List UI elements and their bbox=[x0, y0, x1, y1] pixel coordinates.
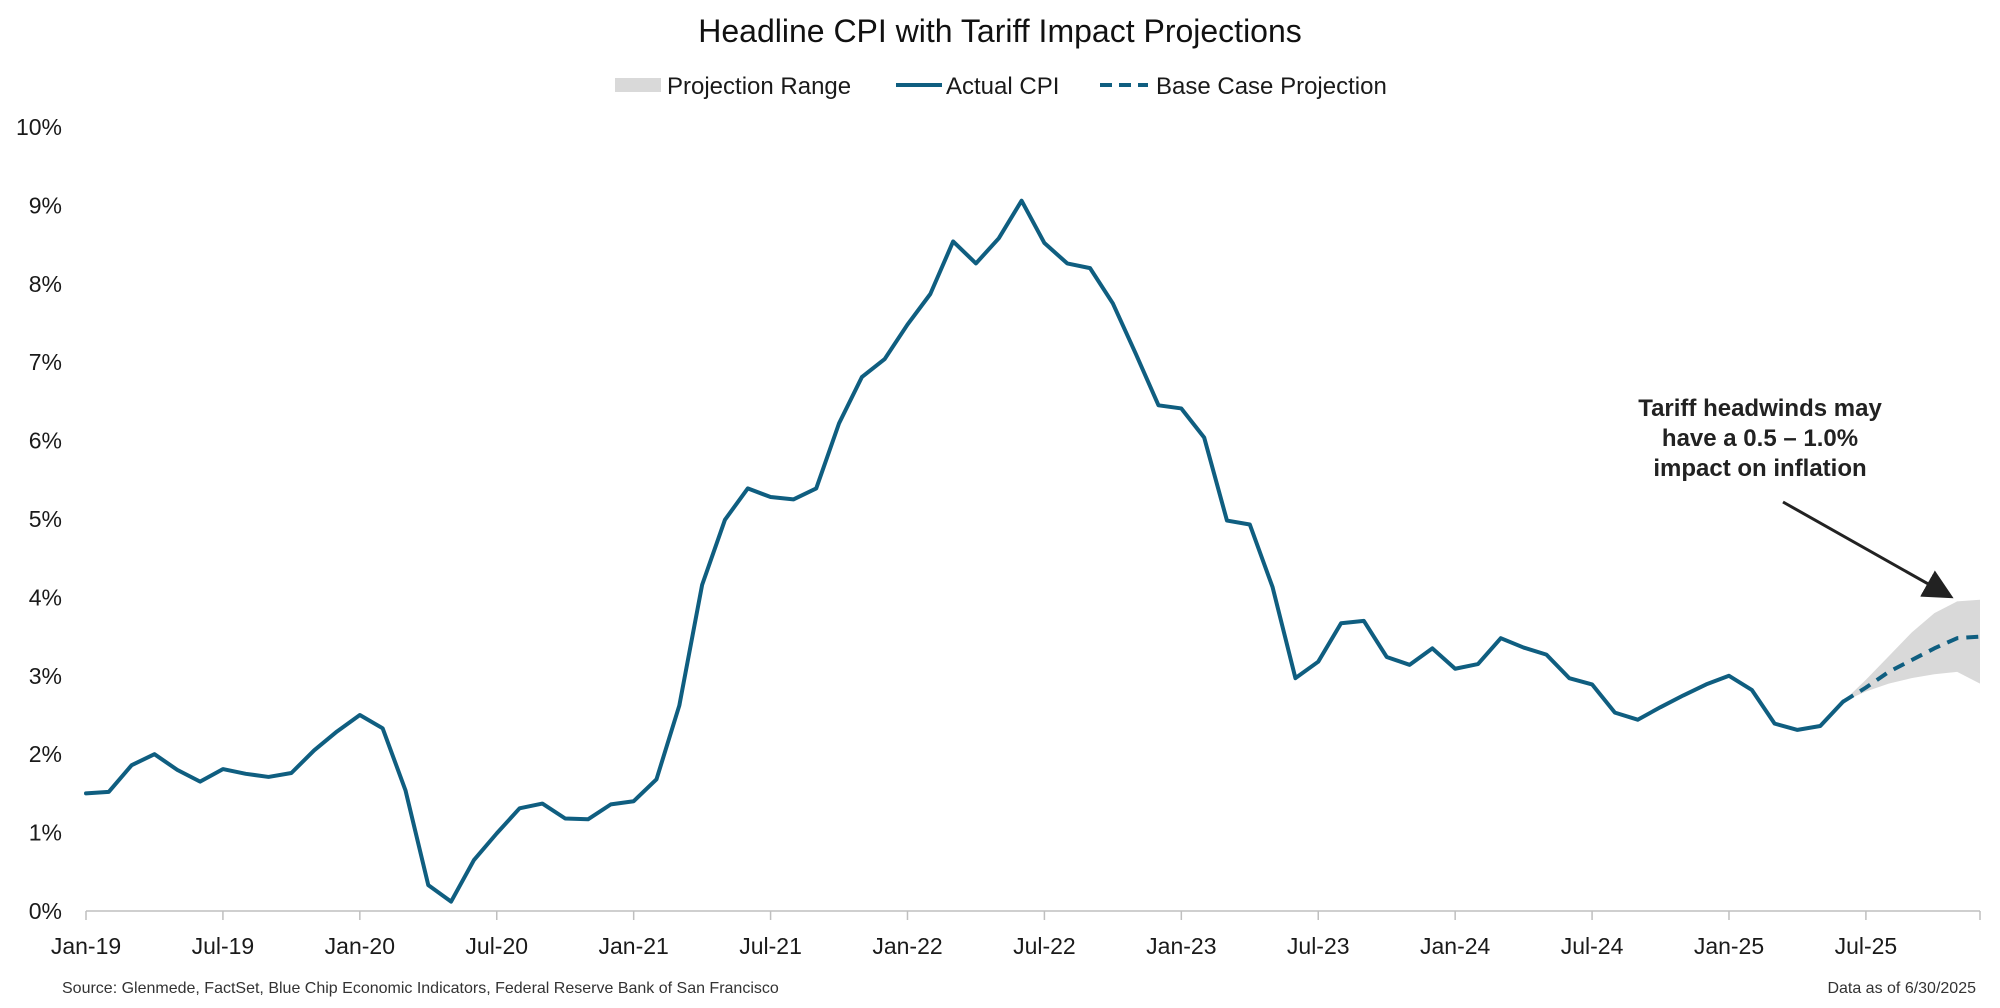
y-tick-label: 9% bbox=[29, 192, 62, 218]
projection-range-area bbox=[1843, 599, 1980, 702]
legend-swatch-projection-range bbox=[615, 78, 661, 92]
x-tick-label: Jul-25 bbox=[1835, 933, 1898, 959]
x-tick-label: Jan-21 bbox=[598, 933, 668, 959]
y-tick-label: 6% bbox=[29, 428, 62, 454]
plot-area bbox=[84, 198, 1981, 904]
annotation-line-3: impact on inflation bbox=[1653, 455, 1866, 482]
x-tick-label: Jul-24 bbox=[1561, 933, 1624, 959]
y-tick-label: 0% bbox=[29, 898, 62, 924]
annotation: Tariff headwinds may have a 0.5 – 1.0% i… bbox=[1638, 395, 1954, 599]
y-tick-label: 1% bbox=[29, 820, 62, 846]
base-case-projection-line bbox=[1842, 634, 1981, 704]
x-tick-label: Jan-19 bbox=[51, 933, 121, 959]
x-tick-label: Jul-23 bbox=[1287, 933, 1350, 959]
x-tick-label: Jul-22 bbox=[1013, 933, 1076, 959]
x-tick-label: Jan-25 bbox=[1694, 933, 1764, 959]
annotation-line-1: Tariff headwinds may bbox=[1638, 395, 1882, 422]
y-axis: 0% 1% 2% 3% 4% 5% 6% 7% 8% 9% 10% bbox=[16, 114, 62, 924]
annotation-line-2: have a 0.5 – 1.0% bbox=[1662, 425, 1858, 452]
actual-cpi-line bbox=[84, 198, 1846, 904]
x-axis: Jan-19 Jul-19 Jan-20 Jul-20 Jan-21 Jul-21 Jan-… bbox=[51, 910, 1981, 959]
y-tick-label: 8% bbox=[29, 271, 62, 297]
annotation-arrow bbox=[1782, 500, 1954, 599]
y-tick-label: 5% bbox=[29, 506, 62, 532]
x-tick-label: Jan-23 bbox=[1146, 933, 1216, 959]
y-tick-label: 4% bbox=[29, 584, 62, 610]
legend-label-projection-range: Projection Range bbox=[667, 73, 851, 100]
legend-label-actual-cpi: Actual CPI bbox=[946, 73, 1059, 100]
y-tick-label: 7% bbox=[29, 349, 62, 375]
x-tick-label: Jul-21 bbox=[739, 933, 802, 959]
y-tick-label: 3% bbox=[29, 663, 62, 689]
x-tick-label: Jul-20 bbox=[465, 933, 528, 959]
chart-title: Headline CPI with Tariff Impact Projecti… bbox=[698, 13, 1302, 49]
y-tick-label: 2% bbox=[29, 741, 62, 767]
legend-label-base-case-projection: Base Case Projection bbox=[1156, 73, 1387, 100]
x-tick-label: Jan-20 bbox=[325, 933, 395, 959]
x-tick-label: Jan-22 bbox=[872, 933, 942, 959]
x-tick-label: Jan-24 bbox=[1420, 933, 1491, 959]
x-tick-label: Jul-19 bbox=[192, 933, 255, 959]
y-tick-label: 10% bbox=[16, 114, 62, 140]
data-as-of-note: Data as of 6/30/2025 bbox=[1827, 980, 1976, 997]
source-note: Source: Glenmede, FactSet, Blue Chip Eco… bbox=[62, 980, 779, 997]
legend: Projection Range Actual CPI Base Case Pr… bbox=[615, 73, 1387, 100]
